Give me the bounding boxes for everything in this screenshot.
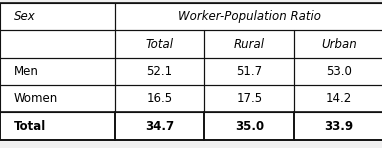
Bar bbox=[0, 85, 115, 112]
Bar bbox=[204, 58, 294, 85]
Bar bbox=[0, 30, 115, 58]
Bar bbox=[294, 30, 382, 58]
Text: Women: Women bbox=[14, 92, 58, 105]
Bar bbox=[0, 112, 115, 140]
Bar bbox=[0, 112, 115, 140]
Text: 14.2: 14.2 bbox=[326, 92, 352, 105]
Bar bbox=[115, 112, 204, 140]
Bar bbox=[0, 3, 115, 30]
Bar bbox=[115, 30, 204, 58]
Text: Urban: Urban bbox=[321, 38, 357, 50]
Bar bbox=[115, 58, 204, 85]
Bar bbox=[204, 85, 294, 112]
Text: 16.5: 16.5 bbox=[146, 92, 173, 105]
Text: Total: Total bbox=[146, 38, 173, 50]
Text: 53.0: 53.0 bbox=[326, 65, 352, 78]
Text: Rural: Rural bbox=[234, 38, 265, 50]
Text: 17.5: 17.5 bbox=[236, 92, 262, 105]
Bar bbox=[204, 112, 294, 140]
Bar bbox=[115, 3, 382, 30]
Bar bbox=[115, 85, 204, 112]
Text: 34.7: 34.7 bbox=[145, 120, 174, 133]
Bar bbox=[204, 58, 294, 85]
Bar bbox=[115, 112, 204, 140]
Bar bbox=[0, 58, 115, 85]
Bar bbox=[204, 112, 294, 140]
Bar bbox=[204, 30, 294, 58]
Text: Sex: Sex bbox=[14, 10, 36, 23]
Bar bbox=[115, 85, 204, 112]
Text: 33.9: 33.9 bbox=[324, 120, 354, 133]
Bar bbox=[115, 30, 204, 58]
Bar bbox=[0, 30, 115, 58]
Bar bbox=[294, 58, 382, 85]
Text: 52.1: 52.1 bbox=[146, 65, 173, 78]
Text: 51.7: 51.7 bbox=[236, 65, 262, 78]
Bar bbox=[0, 58, 115, 85]
Bar bbox=[294, 58, 382, 85]
Bar bbox=[294, 30, 382, 58]
Bar bbox=[115, 58, 204, 85]
Text: Worker-Population Ratio: Worker-Population Ratio bbox=[178, 10, 321, 23]
Bar bbox=[294, 112, 382, 140]
Bar bbox=[115, 3, 382, 30]
Bar bbox=[294, 112, 382, 140]
Bar bbox=[0, 3, 115, 30]
Bar bbox=[294, 85, 382, 112]
Text: Men: Men bbox=[14, 65, 39, 78]
Bar bbox=[294, 85, 382, 112]
Text: Total: Total bbox=[14, 120, 46, 133]
Bar bbox=[204, 30, 294, 58]
Text: 35.0: 35.0 bbox=[235, 120, 264, 133]
Bar bbox=[0, 85, 115, 112]
Bar bbox=[204, 85, 294, 112]
